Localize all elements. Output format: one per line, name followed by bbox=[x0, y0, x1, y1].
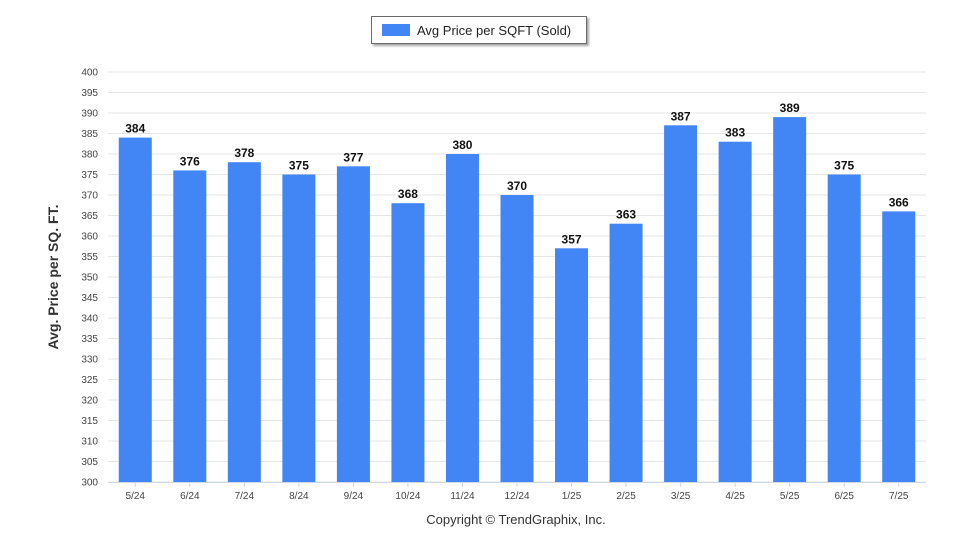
y-tick-label: 380 bbox=[81, 150, 98, 161]
y-tick-label: 335 bbox=[81, 334, 98, 345]
data-label: 357 bbox=[562, 232, 582, 246]
y-tick-label: 400 bbox=[81, 68, 98, 79]
bar bbox=[827, 174, 861, 482]
data-label: 376 bbox=[180, 154, 200, 168]
y-tick-label: 300 bbox=[81, 478, 98, 489]
bar bbox=[336, 166, 370, 483]
chart-legend: Avg Price per SQFT (Sold) bbox=[371, 16, 587, 44]
y-tick-label: 395 bbox=[81, 88, 98, 99]
legend-swatch bbox=[382, 24, 410, 36]
x-tick-label: 7/24 bbox=[235, 491, 255, 502]
bar bbox=[282, 174, 316, 482]
data-label: 380 bbox=[452, 138, 472, 152]
x-tick-label: 2/25 bbox=[616, 491, 636, 502]
y-axis-label: Avg. Price per SQ. FT. bbox=[45, 205, 61, 350]
x-tick-label: 9/24 bbox=[344, 491, 364, 502]
data-label: 387 bbox=[671, 109, 691, 123]
data-label: 366 bbox=[889, 195, 909, 209]
y-tick-label: 310 bbox=[81, 437, 98, 448]
y-tick-label: 345 bbox=[81, 293, 98, 304]
y-tick-label: 350 bbox=[81, 273, 98, 284]
y-tick-label: 330 bbox=[81, 355, 98, 366]
y-tick-label: 305 bbox=[81, 457, 98, 468]
x-tick-label: 12/24 bbox=[504, 491, 529, 502]
y-tick-label: 390 bbox=[81, 109, 98, 120]
bar bbox=[227, 162, 261, 482]
data-label: 378 bbox=[234, 146, 254, 160]
bar bbox=[445, 154, 479, 482]
data-label: 375 bbox=[834, 159, 854, 173]
x-tick-label: 5/25 bbox=[780, 491, 800, 502]
y-tick-label: 360 bbox=[81, 232, 98, 243]
y-tick-label: 370 bbox=[81, 191, 98, 202]
bar bbox=[173, 170, 207, 482]
bar bbox=[718, 141, 752, 482]
y-tick-label: 325 bbox=[81, 375, 98, 386]
x-tick-label: 5/24 bbox=[126, 491, 146, 502]
y-tick-label: 315 bbox=[81, 416, 98, 427]
y-tick-label: 340 bbox=[81, 314, 98, 325]
y-tick-label: 320 bbox=[81, 396, 98, 407]
bar bbox=[500, 195, 534, 482]
x-tick-label: 4/25 bbox=[725, 491, 745, 502]
data-label: 389 bbox=[780, 101, 800, 115]
data-label: 383 bbox=[725, 126, 745, 140]
x-tick-label: 3/25 bbox=[671, 491, 691, 502]
x-tick-label: 7/25 bbox=[889, 491, 909, 502]
y-tick-label: 365 bbox=[81, 211, 98, 222]
bar bbox=[609, 223, 643, 482]
data-label: 363 bbox=[616, 208, 636, 222]
bar bbox=[882, 211, 916, 482]
data-label: 368 bbox=[398, 187, 418, 201]
data-label: 370 bbox=[507, 179, 527, 193]
data-label: 375 bbox=[289, 159, 309, 173]
x-tick-label: 10/24 bbox=[395, 491, 420, 502]
bar bbox=[118, 137, 152, 482]
legend-label: Avg Price per SQFT (Sold) bbox=[417, 22, 572, 38]
copyright-text: Copyright © TrendGraphix, Inc. bbox=[426, 512, 606, 527]
y-tick-label: 385 bbox=[81, 129, 98, 140]
bar bbox=[664, 125, 698, 483]
x-tick-label: 8/24 bbox=[289, 491, 309, 502]
x-tick-label: 6/24 bbox=[180, 491, 200, 502]
bar bbox=[391, 203, 425, 482]
bar bbox=[555, 248, 589, 482]
x-tick-label: 1/25 bbox=[562, 491, 582, 502]
data-label: 384 bbox=[125, 122, 145, 136]
y-tick-label: 375 bbox=[81, 170, 98, 181]
bar bbox=[773, 117, 807, 482]
y-tick-label: 355 bbox=[81, 252, 98, 263]
x-tick-label: 11/24 bbox=[450, 491, 475, 502]
x-tick-label: 6/25 bbox=[834, 491, 854, 502]
data-label: 377 bbox=[343, 150, 363, 164]
